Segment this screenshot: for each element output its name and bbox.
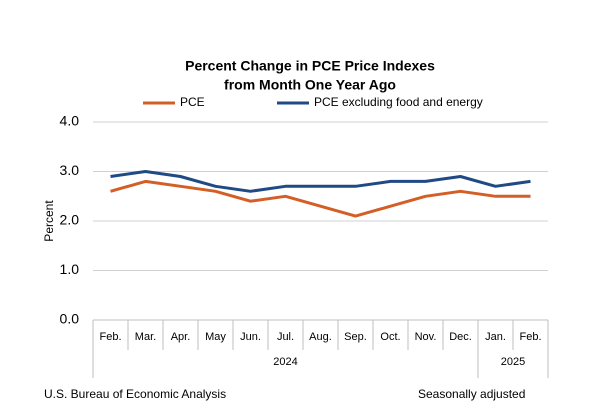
year-label: 2024: [273, 356, 297, 368]
x-tick-label: Sep.: [344, 331, 367, 343]
x-tick-label: Dec.: [449, 331, 472, 343]
y-tick-label: 1.0: [60, 261, 80, 277]
y-tick-label: 4.0: [60, 113, 80, 129]
chart-title: from Month One Year Ago: [224, 77, 396, 93]
x-tick-label: Jul.: [277, 331, 294, 343]
x-tick-label: Oct.: [380, 331, 400, 343]
chart-title: Percent Change in PCE Price Indexes: [185, 58, 435, 74]
x-tick-label: Mar.: [135, 331, 156, 343]
x-tick-label: Feb.: [99, 331, 121, 343]
y-axis-label: Percent: [42, 200, 56, 242]
year-label: 2025: [501, 356, 525, 368]
x-tick-label: Feb.: [519, 331, 541, 343]
series-line: [110, 179, 531, 218]
legend-label: PCE: [180, 95, 205, 109]
series-line: [110, 170, 531, 193]
y-tick-label: 0.0: [60, 311, 80, 327]
x-tick-label: Apr.: [171, 331, 191, 343]
x-tick-label: Aug.: [309, 331, 332, 343]
x-tick-label: Jan.: [485, 331, 506, 343]
legend-label: PCE excluding food and energy: [314, 95, 483, 109]
note: Seasonally adjusted: [418, 387, 525, 401]
y-tick-label: 3.0: [60, 162, 80, 178]
y-tick-label: 2.0: [60, 212, 80, 228]
x-tick-label: Jun.: [240, 331, 261, 343]
source: U.S. Bureau of Economic Analysis: [44, 387, 226, 401]
x-tick-label: May: [205, 331, 226, 343]
x-tick-label: Nov.: [415, 331, 437, 343]
